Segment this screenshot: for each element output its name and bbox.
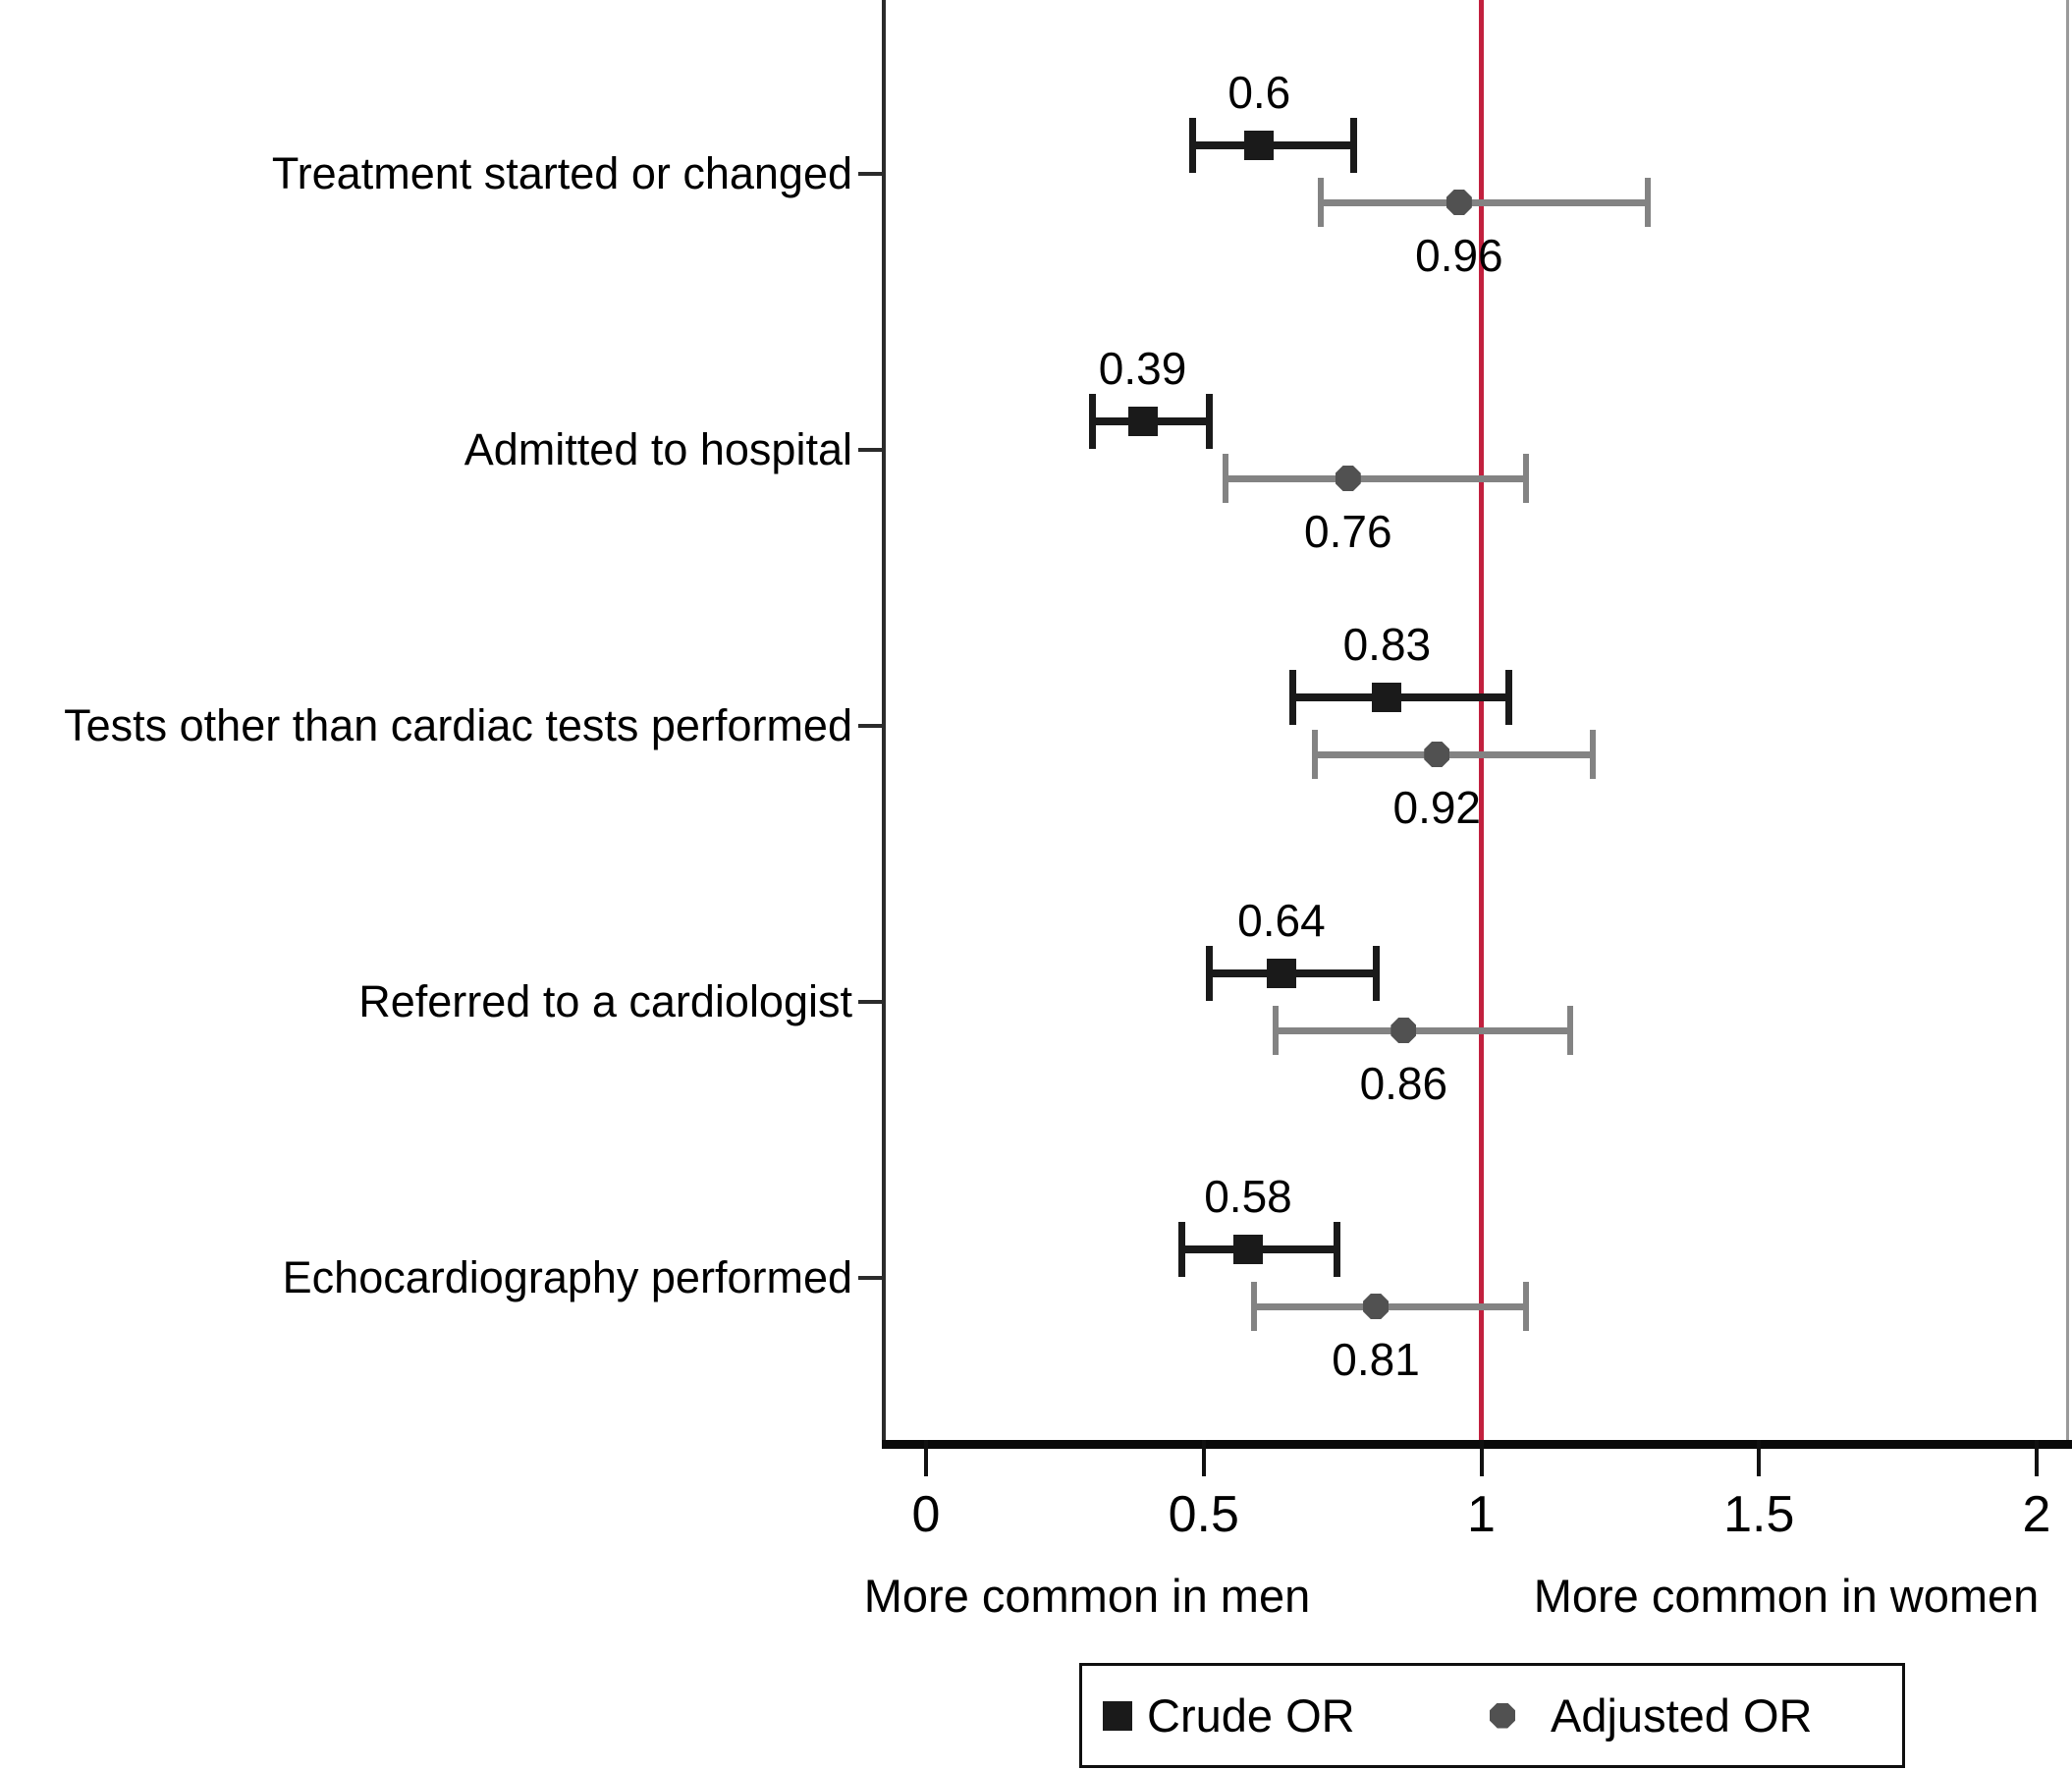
- crude-ci-cap-left: [1188, 118, 1196, 173]
- crude-marker-icon: [1372, 683, 1402, 712]
- x-axis-caption-left: More common in men: [863, 1570, 1311, 1622]
- x-axis-caption-right: More common in women: [1533, 1570, 2040, 1622]
- crude-ci-cap-left: [1288, 670, 1296, 725]
- adjusted-marker-icon: [1335, 466, 1361, 491]
- category-tick: [858, 724, 882, 728]
- x-axis-tick: [924, 1440, 928, 1476]
- adjusted-marker-icon: [1390, 1018, 1417, 1043]
- crude-ci-cap-right: [1349, 118, 1357, 173]
- adjusted-ci-cap-right: [1522, 1282, 1529, 1331]
- adjusted-ci-cap-left: [1311, 730, 1318, 779]
- adjusted-ci-line: [1320, 198, 1649, 206]
- adjusted-ci-line: [1226, 474, 1526, 482]
- crude-value-label: 0.83: [1342, 619, 1432, 670]
- x-axis-tick: [2035, 1440, 2039, 1476]
- adjusted-ci-cap-right: [1589, 730, 1596, 779]
- crude-ci-cap-right: [1505, 670, 1513, 725]
- adjusted-marker-icon: [1363, 1294, 1390, 1319]
- x-axis-tick: [1201, 1440, 1206, 1476]
- category-label: Referred to a cardiologist: [358, 976, 852, 1026]
- category-tick: [858, 172, 882, 176]
- crude-value-label: 0.64: [1237, 895, 1326, 946]
- category-label: Treatment started or changed: [271, 148, 852, 198]
- category-tick: [858, 1276, 882, 1280]
- adjusted-ci-cap-left: [1223, 454, 1229, 503]
- crude-or-square-marker-icon: [1103, 1700, 1132, 1731]
- crude-value-label: 0.39: [1098, 343, 1187, 394]
- adjusted-value-label: 0.86: [1359, 1058, 1448, 1109]
- x-axis-tick: [1479, 1440, 1484, 1476]
- adjusted-ci-cap-left: [1317, 178, 1324, 227]
- adjusted-or-octagon-marker-icon: [1490, 1702, 1515, 1729]
- adjusted-ci-line: [1314, 750, 1593, 758]
- crude-marker-icon: [1266, 959, 1296, 988]
- adjusted-ci-cap-right: [1566, 1006, 1573, 1055]
- crude-ci-cap-right: [1205, 394, 1213, 449]
- crude-marker-icon: [1127, 407, 1158, 436]
- adjusted-ci-line: [1253, 1302, 1526, 1310]
- adjusted-value-label: 0.92: [1392, 782, 1482, 833]
- adjusted-marker-icon: [1445, 190, 1472, 215]
- x-axis-tick-label: 1: [1467, 1486, 1496, 1543]
- crude-ci-cap-right: [1333, 1222, 1340, 1277]
- reference-line: [1479, 0, 1484, 1440]
- category-label: Echocardiography performed: [282, 1252, 852, 1302]
- adjusted-ci-cap-left: [1250, 1282, 1257, 1331]
- crude-value-label: 0.58: [1204, 1171, 1292, 1222]
- crude-ci-cap-left: [1089, 394, 1097, 449]
- x-axis-tick-label: 0.5: [1168, 1486, 1239, 1543]
- legend-label-adjusted-or: Adjusted OR: [1551, 1689, 1813, 1742]
- crude-ci-cap-left: [1177, 1222, 1185, 1277]
- x-axis-tick: [1757, 1440, 1762, 1476]
- x-axis-tick-label: 2: [2022, 1486, 2051, 1543]
- legend-label-crude-or: Crude OR: [1147, 1689, 1355, 1742]
- adjusted-ci-cap-right: [1645, 178, 1652, 227]
- adjusted-ci-cap-right: [1522, 454, 1529, 503]
- adjusted-ci-cap-left: [1273, 1006, 1280, 1055]
- category-tick: [858, 448, 882, 452]
- crude-marker-icon: [1232, 1235, 1263, 1264]
- y-axis-line: [882, 0, 886, 1440]
- adjusted-value-label: 0.76: [1304, 506, 1392, 557]
- x-axis-tick-label: 0: [911, 1486, 941, 1543]
- crude-marker-icon: [1244, 131, 1275, 160]
- adjusted-value-label: 0.81: [1332, 1334, 1420, 1385]
- adjusted-value-label: 0.96: [1415, 230, 1503, 281]
- crude-value-label: 0.6: [1227, 67, 1291, 118]
- crude-ci-cap-left: [1205, 946, 1213, 1001]
- crude-ci-cap-right: [1372, 946, 1380, 1001]
- category-label: Tests other than cardiac tests performed: [64, 700, 852, 750]
- plot-right-border: [2066, 0, 2069, 1440]
- category-tick: [858, 1000, 882, 1004]
- adjusted-ci-line: [1276, 1026, 1570, 1034]
- legend: Crude OR Adjusted OR: [1079, 1663, 1905, 1768]
- x-axis-line: [882, 1440, 2072, 1449]
- x-axis-tick-label: 1.5: [1723, 1486, 1795, 1543]
- adjusted-marker-icon: [1424, 742, 1450, 767]
- category-label: Admitted to hospital: [463, 424, 852, 474]
